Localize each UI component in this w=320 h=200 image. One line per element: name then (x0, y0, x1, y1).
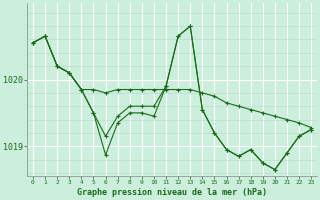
X-axis label: Graphe pression niveau de la mer (hPa): Graphe pression niveau de la mer (hPa) (77, 188, 267, 197)
